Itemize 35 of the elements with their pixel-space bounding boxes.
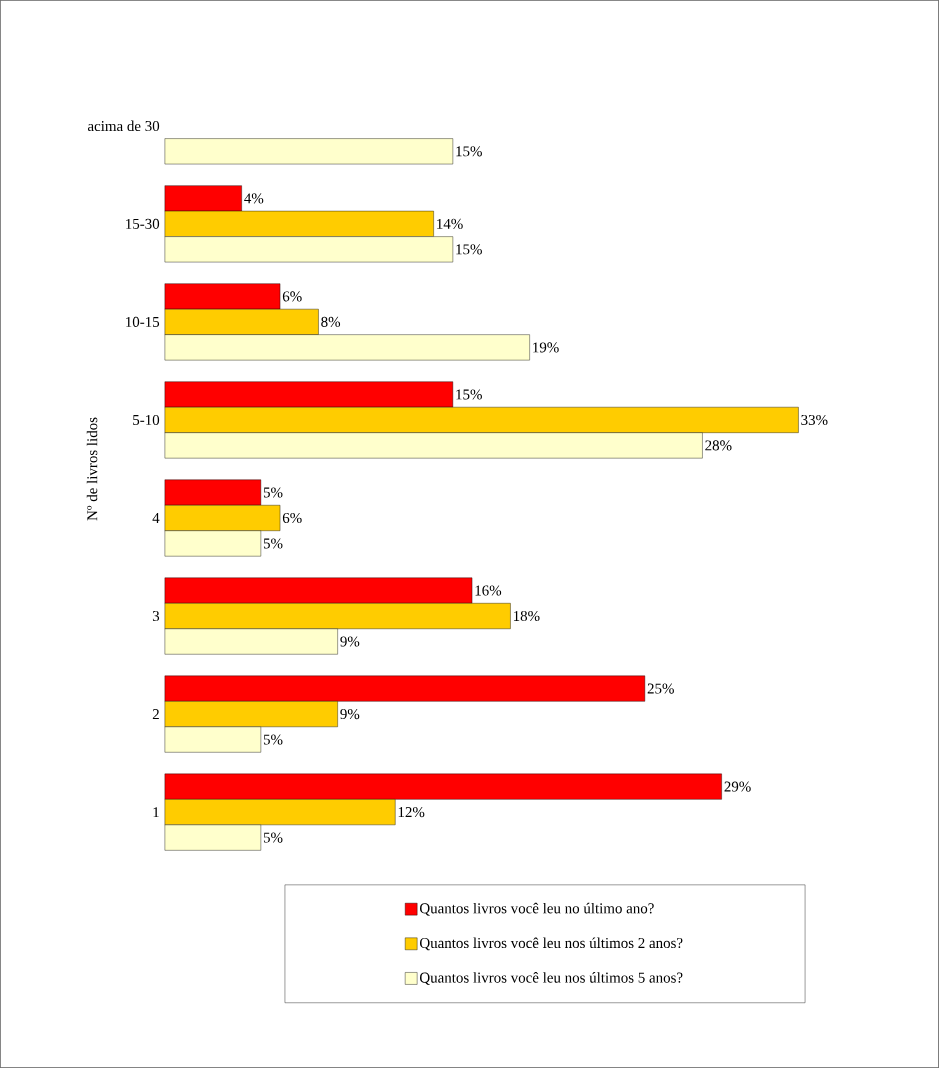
legend-label: Quantos livros você leu no último ano?: [420, 902, 654, 916]
data-label: 5%: [263, 832, 283, 843]
data-label: 25%: [647, 683, 674, 694]
bar: [164, 138, 454, 165]
data-label: 14%: [437, 218, 463, 229]
legend-label: Quantos livros você leu nos últimos 2 anos?: [420, 937, 683, 951]
y-tick-label: 5-10: [133, 414, 160, 425]
y-tick-label: 2: [152, 709, 159, 720]
data-label: 5%: [263, 734, 283, 745]
data-label: 5%: [263, 487, 283, 498]
data-label: 16%: [475, 585, 502, 596]
data-label: 12%: [398, 807, 425, 818]
y-tick-label: acima de 30: [88, 120, 160, 132]
y-tick-label: 4: [152, 513, 160, 523]
data-label: 15%: [456, 146, 482, 157]
data-label: 29%: [724, 781, 751, 792]
y-tick-label: 1: [153, 807, 159, 818]
y-axis-title: Nº de livros lidos: [86, 417, 98, 521]
data-label: 4%: [244, 193, 264, 204]
data-label: 8%: [321, 316, 341, 327]
data-label: 28%: [705, 440, 732, 451]
data-label: 9%: [340, 708, 360, 720]
y-tick-label: 15-30: [126, 218, 160, 229]
data-label: 15%: [456, 389, 482, 400]
data-label: 33%: [801, 414, 828, 426]
data-label: 6%: [282, 291, 302, 302]
y-tick-label: 3: [152, 611, 160, 622]
data-label: 19%: [533, 342, 559, 353]
legend-label: Quantos livros você leu nos últimos 5 anos?: [420, 972, 683, 985]
data-label: 5%: [263, 538, 283, 549]
y-tick-label: 10-15: [126, 316, 160, 327]
data-label: 18%: [513, 610, 540, 622]
data-label: 15%: [456, 244, 482, 255]
data-label: 6%: [282, 512, 302, 524]
data-label: 9%: [340, 636, 360, 647]
